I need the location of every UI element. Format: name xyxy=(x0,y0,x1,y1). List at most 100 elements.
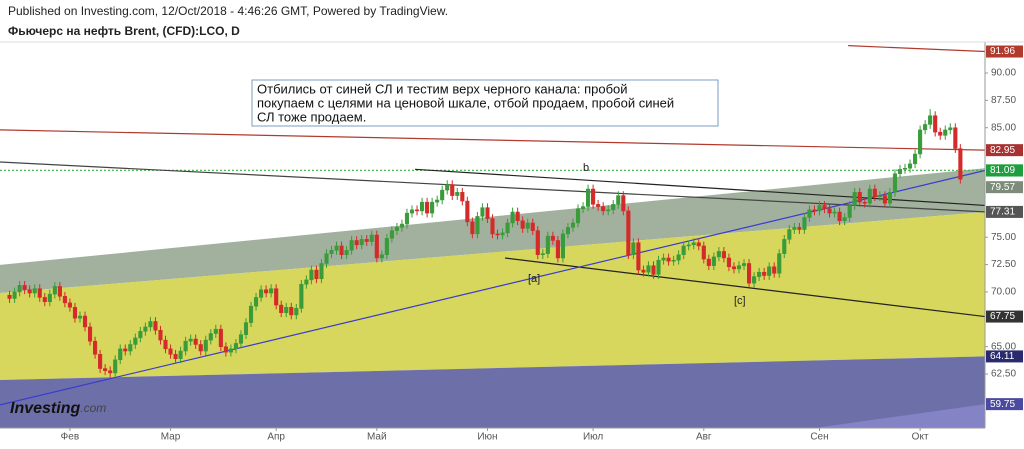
candle-body xyxy=(52,286,57,295)
candle-body xyxy=(374,234,379,259)
candle-body xyxy=(138,331,143,339)
candle-body xyxy=(777,253,782,274)
candle-body xyxy=(445,184,450,191)
price-label-box xyxy=(986,398,1023,411)
candle-body xyxy=(77,315,83,319)
candle-body xyxy=(822,205,827,209)
price-label-box xyxy=(986,164,1023,177)
y-tick-label: 90.00 xyxy=(991,68,1016,79)
candle-body xyxy=(616,195,621,205)
candle-body xyxy=(435,199,440,203)
price-label-box xyxy=(986,350,1023,363)
candle-body xyxy=(721,251,726,259)
candle-body xyxy=(933,115,938,133)
candle-body xyxy=(550,235,555,241)
candle-body xyxy=(827,208,832,214)
y-tick-label: 85.00 xyxy=(991,122,1016,133)
y-tick-label: 87.50 xyxy=(991,95,1016,106)
candle-body xyxy=(666,257,671,262)
price-label-box xyxy=(986,45,1023,58)
candle-body xyxy=(500,232,505,236)
candle-body xyxy=(862,201,867,204)
candle-body xyxy=(726,257,731,267)
candle-body xyxy=(163,339,168,350)
candle-body xyxy=(269,288,274,294)
channel-band xyxy=(814,404,985,428)
candle-body xyxy=(892,173,898,193)
candle-body xyxy=(334,245,339,251)
candle-body xyxy=(62,296,67,304)
candle-body xyxy=(495,233,500,236)
candle-body xyxy=(425,201,430,214)
candle-body xyxy=(787,229,792,240)
candle-body xyxy=(118,348,123,361)
y-tick-label: 72.50 xyxy=(991,259,1016,270)
logo: Investing.com xyxy=(10,400,106,417)
candle-body xyxy=(354,240,359,246)
candle-body xyxy=(621,195,626,212)
candle-body xyxy=(626,210,631,255)
candle-body xyxy=(792,227,797,230)
candle-body xyxy=(907,163,913,169)
annotation-line: покупаем с целями на ценовой шкале, отбо… xyxy=(257,95,674,110)
x-tick-label: Фев xyxy=(61,432,79,443)
candle-body xyxy=(847,205,852,218)
annotation-line: СЛ тоже продаем. xyxy=(257,109,366,124)
candle-body xyxy=(324,253,329,264)
candle-body xyxy=(329,250,334,254)
candle-body xyxy=(731,266,737,270)
candle-body xyxy=(108,370,113,374)
candle-body xyxy=(842,217,847,222)
candle-body xyxy=(918,129,923,155)
candle-body xyxy=(601,206,606,212)
candle-body xyxy=(651,265,656,275)
candle-body xyxy=(42,297,47,303)
candle-body xyxy=(545,235,550,254)
candle-body xyxy=(113,359,118,374)
candle-body xyxy=(309,269,314,281)
candle-body xyxy=(586,188,591,207)
candle-body xyxy=(867,188,872,204)
candle-body xyxy=(460,192,465,202)
candle-body xyxy=(465,200,470,223)
price-label: 82.95 xyxy=(990,145,1015,156)
candle-body xyxy=(953,127,958,149)
candle-body xyxy=(37,288,42,298)
candle-body xyxy=(913,153,918,165)
candle-body xyxy=(259,289,264,298)
candle-body xyxy=(525,222,530,229)
candle-body xyxy=(82,315,88,328)
trendline xyxy=(0,129,985,151)
candle-body xyxy=(143,326,148,332)
candle-body xyxy=(852,192,857,206)
wave-label: [c] xyxy=(734,295,746,307)
candle-body xyxy=(394,227,399,231)
candle-body xyxy=(430,201,435,214)
candle-body xyxy=(661,257,666,261)
candle-body xyxy=(455,192,460,196)
x-tick-label: Июл xyxy=(583,432,603,443)
candle-body xyxy=(248,305,254,323)
candle-body xyxy=(530,222,535,231)
candle-body xyxy=(837,211,842,222)
logo-main: Investing xyxy=(10,400,80,417)
candle-body xyxy=(485,207,490,219)
candle-body xyxy=(359,239,364,246)
y-tick-label: 75.00 xyxy=(991,232,1016,243)
candle-body xyxy=(178,350,183,359)
candle-body xyxy=(747,263,752,284)
candle-body xyxy=(168,348,173,355)
candle-body xyxy=(887,192,892,204)
candle-body xyxy=(606,209,611,212)
candle-body xyxy=(671,259,676,262)
candle-body xyxy=(631,242,636,255)
candle-body xyxy=(193,338,198,345)
candle-body xyxy=(480,207,485,217)
price-label: 81.09 xyxy=(990,165,1015,176)
candle-body xyxy=(943,129,948,136)
chart-title: Фьючерс на нефть Brent, (CFD):LCO, D xyxy=(8,24,240,38)
annotation-box xyxy=(251,79,719,127)
price-label-box xyxy=(986,310,1023,323)
candle-body xyxy=(706,258,711,266)
price-label: 91.96 xyxy=(990,46,1015,57)
